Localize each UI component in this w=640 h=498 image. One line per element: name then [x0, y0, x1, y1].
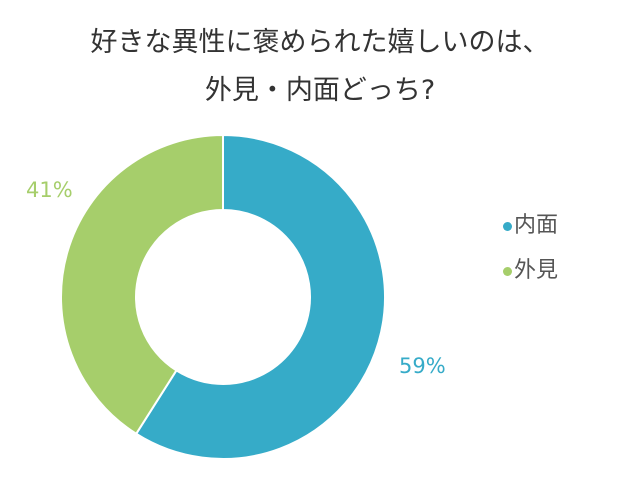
donut-segment-inner[interactable]	[134, 133, 386, 460]
chart-title-line-1: 好きな異性に褒められた嬉しいのは、	[90, 27, 550, 58]
data-label-outer: 41%	[26, 178, 73, 202]
legend-item-inner[interactable]: 内面	[503, 213, 558, 239]
legend-label: 内面	[514, 213, 559, 238]
legend-item-outer[interactable]: 外見	[503, 258, 558, 284]
donut-segment-outer[interactable]	[60, 133, 224, 436]
chart-title-line-2: 外見・内面どっち?	[204, 75, 436, 106]
data-label-inner: 59%	[399, 354, 446, 378]
legend-label: 外見	[514, 258, 559, 283]
legend-dot-icon	[503, 266, 512, 276]
legend-dot-icon	[503, 221, 512, 231]
